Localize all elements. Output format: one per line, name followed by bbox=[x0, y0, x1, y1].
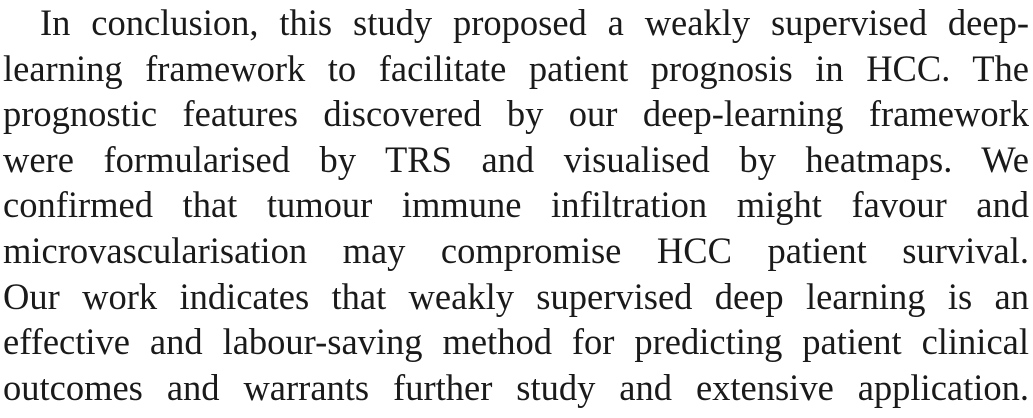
paragraph-line: prognostic features discovered by our de… bbox=[3, 93, 1029, 135]
paragraph-line: learning framework to facilitate patient… bbox=[3, 47, 1029, 89]
paragraph-line: outcomes and warrants further study and … bbox=[3, 366, 1029, 408]
paragraph-line: effective and labour-saving method for p… bbox=[3, 321, 1029, 363]
paragraph-line: Our work indicates that weakly supervise… bbox=[3, 275, 1029, 317]
paragraph-line: confirmed that tumour immune infiltratio… bbox=[3, 184, 1029, 226]
paragraph-line: In conclusion, this study proposed a wea… bbox=[40, 2, 1029, 43]
paragraph-line: were formularised by TRS and visualised … bbox=[3, 138, 1029, 180]
paragraph-line: microvascularisation may compromise HCC … bbox=[3, 229, 1029, 271]
